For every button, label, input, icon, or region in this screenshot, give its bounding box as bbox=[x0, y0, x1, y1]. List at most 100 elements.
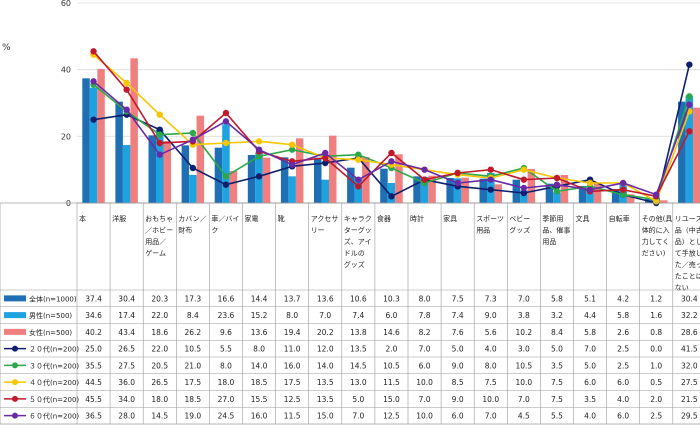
data-label: 8.4 bbox=[551, 328, 563, 337]
data-label: 2.0 bbox=[385, 345, 397, 354]
line-point bbox=[222, 109, 230, 117]
line-point bbox=[90, 78, 97, 85]
data-label: 34.6 bbox=[85, 311, 102, 320]
bar-series-group bbox=[82, 58, 700, 204]
category-label: ズ、アイ bbox=[344, 237, 372, 246]
data-label: 15.2 bbox=[251, 311, 268, 320]
data-label: 2.6 bbox=[617, 328, 629, 337]
line-point bbox=[222, 139, 230, 147]
category-label: リユース bbox=[675, 215, 700, 223]
data-label: 4.5 bbox=[518, 412, 530, 421]
category-label: ターグッ bbox=[344, 226, 372, 235]
data-label: 16.0 bbox=[284, 361, 301, 370]
data-label: 11.0 bbox=[284, 345, 301, 354]
data-label: 5.0 bbox=[584, 361, 596, 370]
line-point bbox=[619, 186, 627, 193]
line-point bbox=[90, 116, 97, 123]
data-label: 18.0 bbox=[151, 395, 168, 404]
data-label: 5.5 bbox=[551, 412, 563, 421]
data-label: 17.4 bbox=[118, 311, 135, 320]
line-point bbox=[255, 153, 263, 160]
data-label: 5.8 bbox=[551, 294, 563, 303]
data-label: 0.8 bbox=[650, 328, 662, 337]
legend-swatch bbox=[4, 295, 26, 302]
line-point bbox=[189, 136, 197, 143]
data-label: 20.5 bbox=[151, 361, 168, 370]
line-point bbox=[123, 79, 130, 87]
data-label: 9.0 bbox=[452, 361, 464, 370]
line-point bbox=[586, 186, 594, 193]
bar bbox=[520, 190, 528, 203]
line-point bbox=[487, 166, 494, 173]
data-label: 6.0 bbox=[452, 412, 464, 421]
data-label: 7.3 bbox=[485, 294, 497, 303]
bar bbox=[122, 145, 131, 203]
data-label: 10.6 bbox=[350, 294, 367, 303]
data-label: 45.5 bbox=[85, 395, 102, 404]
line-point bbox=[322, 149, 329, 157]
category-label: 文具 bbox=[576, 214, 590, 223]
data-label: 14.0 bbox=[251, 361, 268, 370]
data-label: 15.5 bbox=[251, 395, 268, 404]
y-axis: 0 20 40 60 bbox=[61, 0, 71, 208]
category-label: 本 bbox=[79, 214, 86, 223]
line-point bbox=[653, 191, 660, 198]
data-label: 41.5 bbox=[681, 345, 698, 354]
data-label: 25.0 bbox=[85, 345, 102, 354]
data-label: 17.5 bbox=[184, 378, 201, 387]
data-label: 6.0 bbox=[385, 311, 397, 320]
bar bbox=[446, 178, 454, 203]
line-point bbox=[520, 189, 528, 197]
bar bbox=[678, 101, 686, 203]
category-label: おもちゃ bbox=[145, 215, 173, 223]
data-label: 13.0 bbox=[350, 378, 367, 387]
data-label: 1.6 bbox=[650, 311, 662, 320]
line-point bbox=[520, 184, 528, 192]
bar bbox=[626, 194, 635, 203]
data-label: 6.0 bbox=[617, 412, 629, 421]
bar bbox=[586, 188, 594, 203]
data-label: 27.5 bbox=[118, 361, 135, 370]
line-point bbox=[454, 169, 461, 177]
bar bbox=[181, 145, 190, 203]
category-label: 品）とし bbox=[675, 238, 700, 246]
legend-label: 全体(n=1000) bbox=[29, 294, 77, 303]
data-label: 2.5 bbox=[617, 361, 629, 370]
legend-marker bbox=[12, 345, 18, 352]
line-series-group bbox=[90, 48, 693, 207]
category-label: キャラク bbox=[344, 215, 372, 223]
data-label: 18.5 bbox=[184, 395, 201, 404]
data-label: 13.8 bbox=[350, 328, 367, 337]
data-label: 5.5 bbox=[220, 345, 232, 354]
line-point bbox=[388, 158, 395, 165]
data-label: 10.5 bbox=[383, 361, 400, 370]
bar bbox=[229, 171, 238, 203]
data-label: 10.0 bbox=[416, 412, 433, 421]
data-label: 14.4 bbox=[251, 294, 268, 303]
data-label: 7.4 bbox=[352, 311, 364, 320]
data-label: 5.8 bbox=[584, 328, 596, 337]
line-point bbox=[421, 166, 428, 173]
bar bbox=[148, 135, 156, 203]
category-label: 家具 bbox=[443, 214, 457, 223]
data-label: 8.0 bbox=[286, 311, 298, 320]
bar bbox=[354, 178, 363, 203]
data-label: 43.4 bbox=[118, 328, 135, 337]
category-label: 車／バイ bbox=[211, 214, 239, 223]
data-label: 14.0 bbox=[317, 361, 334, 370]
bar bbox=[295, 138, 304, 203]
line-point bbox=[553, 174, 561, 182]
data-label: 21.5 bbox=[681, 395, 698, 404]
data-label: 4.4 bbox=[584, 311, 596, 320]
data-label: 15.0 bbox=[317, 412, 334, 421]
bar bbox=[280, 157, 289, 203]
data-label: 28.6 bbox=[681, 328, 698, 337]
data-label: 6.0 bbox=[584, 378, 596, 387]
category-label: 季節用 bbox=[542, 214, 563, 223]
y-axis-label: % bbox=[2, 43, 11, 53]
line-point bbox=[686, 128, 693, 135]
data-label: 14.5 bbox=[151, 412, 168, 421]
category-label: カバン／ bbox=[178, 215, 206, 223]
